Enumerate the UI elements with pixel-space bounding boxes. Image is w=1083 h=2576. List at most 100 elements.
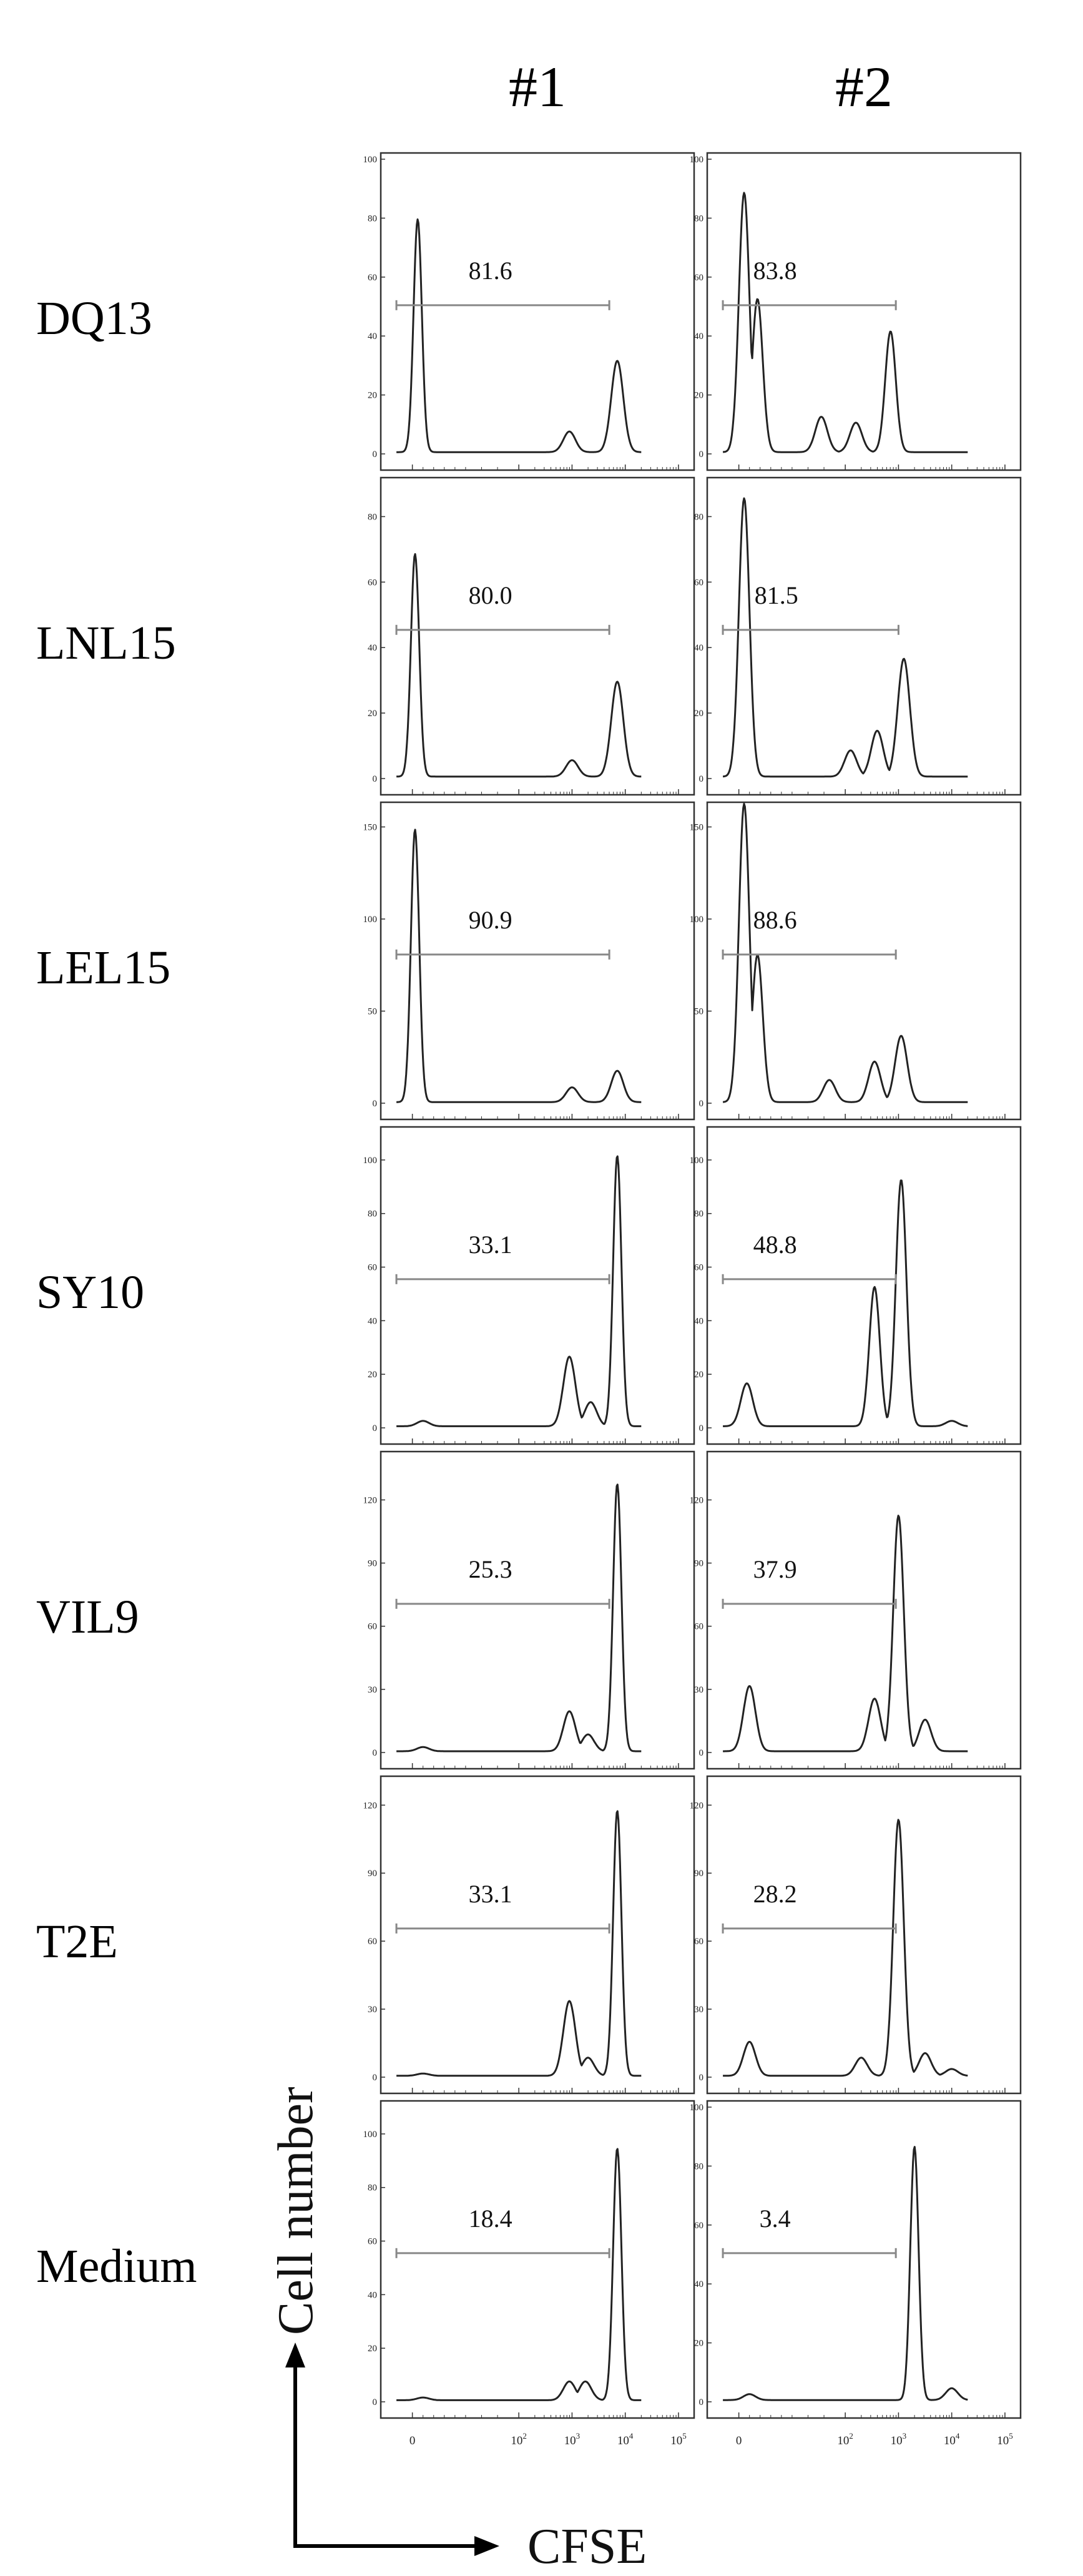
panel-dq13-col1-ytick-label: 60 xyxy=(368,273,377,283)
panel-dq13-col1-histogram-line xyxy=(396,218,642,453)
row-labels: DQ13 LNL15 LEL15 SY10 VIL9 T2E Medium xyxy=(36,292,197,2293)
panel-lel15-col1-gate xyxy=(395,949,610,960)
panel-lnl15-col1-gate-percent: 80.0 xyxy=(469,581,512,609)
panel-lnl15-col1-frame xyxy=(380,476,695,796)
panel-medium-col2-ytick-label: 100 xyxy=(690,2103,704,2113)
panel-lnl15-col1-ytick-label: 40 xyxy=(368,643,377,653)
x-axis-arrow-head xyxy=(474,2536,499,2556)
panel-vil9-col1-gate xyxy=(395,1598,610,1609)
panel-medium-col1-gate xyxy=(395,2248,610,2258)
panel-dq13-col1: 0 20 40 60 80 100 81.6 xyxy=(363,152,695,471)
panel-sy10-col2-ytick-label: 0 xyxy=(699,1423,704,1433)
column-titles: #1 #2 xyxy=(509,55,893,119)
panel-medium-col1-ytick-label: 60 xyxy=(368,2237,377,2247)
row-label-lel15: LEL15 xyxy=(36,941,170,994)
axis-arrows: Cell number CFSE xyxy=(268,2087,647,2574)
x-tick-labels: 0 102 103 104 105 0 102 103 104 105 xyxy=(409,2431,1013,2447)
panel-t2e-col2-ytick-label: 0 xyxy=(699,2073,704,2083)
panel-t2e-col1-frame xyxy=(380,1775,695,2095)
panel-dq13-col2-frame xyxy=(706,152,1022,471)
panel-sy10-col2-ytick-label: 100 xyxy=(690,1156,704,1166)
panel-sy10-col2: 0 20 40 60 80 100 48.8 xyxy=(690,1126,1022,1445)
panel-sy10-col2-ytick-label: 80 xyxy=(694,1209,703,1219)
panel-medium-col1-histogram-line xyxy=(396,2148,642,2401)
panel-dq13-col1-ytick-label: 20 xyxy=(368,391,377,401)
panel-t2e-col1-ytick-label: 30 xyxy=(368,2005,377,2015)
panel-t2e-col2-gate-percent: 28.2 xyxy=(753,1880,797,1908)
panel-vil9-col2-gate xyxy=(722,1598,897,1609)
row-label-dq13: DQ13 xyxy=(36,292,152,345)
panel-lel15-col1-ytick-label: 0 xyxy=(373,1099,378,1109)
panel-lnl15-col1-histogram-line xyxy=(396,553,642,778)
panel-medium-col1-ytick-label: 40 xyxy=(368,2290,377,2300)
panel-medium-col1: 0 20 40 60 80 100 18.4 xyxy=(363,2100,695,2419)
panel-dq13-col2-ytick-label: 40 xyxy=(694,332,703,342)
panel-lel15-col2-ytick-label: 0 xyxy=(699,1099,704,1109)
panel-lnl15-col1-ytick-label: 20 xyxy=(368,709,377,719)
panel-lel15-col1-gate-percent: 90.9 xyxy=(469,906,512,934)
panel-sy10-col1-ytick-label: 0 xyxy=(373,1423,378,1433)
y-axis-arrow-head xyxy=(285,2342,305,2367)
panel-lel15-col2-frame xyxy=(706,801,1022,1121)
panel-medium-col2-histogram-line xyxy=(722,2146,968,2401)
panel-t2e-col2-ytick-label: 120 xyxy=(690,1801,704,1811)
panel-medium-col2-gate xyxy=(722,2248,897,2258)
panel-lel15-col1: 0 50 100 150 90.9 xyxy=(363,801,695,1121)
panel-sy10-col2-gate-percent: 48.8 xyxy=(753,1231,797,1259)
panel-vil9-col2: 0 30 60 90 120 37.9 xyxy=(690,1450,1022,1770)
panel-t2e-col1-gate xyxy=(395,1923,610,1934)
panel-sy10-col2-frame xyxy=(706,1126,1022,1445)
panel-dq13-col1-frame xyxy=(380,152,695,471)
panel-lel15-col1-histogram-line xyxy=(396,828,642,1103)
panel-sy10-col2-ytick-label: 40 xyxy=(694,1316,703,1326)
panel-sy10-col1: 0 20 40 60 80 100 33.1 xyxy=(363,1126,695,1445)
panel-sy10-col1-ytick-label: 20 xyxy=(368,1370,377,1380)
panel-vil9-col2-ytick-label: 90 xyxy=(694,1559,703,1569)
panel-dq13-col2-ytick-label: 80 xyxy=(694,214,703,224)
panel-dq13-col2-histogram-line xyxy=(722,192,968,453)
panel-lnl15-col2-frame xyxy=(706,476,1022,796)
panel-lnl15-col1-ytick-label: 80 xyxy=(368,512,377,522)
panel-lnl15-col1: 0 20 40 60 80 80.0 xyxy=(368,476,695,796)
x-tick-label-col1: 103 xyxy=(564,2431,581,2447)
panel-dq13-col2-ytick-label: 0 xyxy=(699,450,704,460)
panel-t2e-col2-ytick-label: 90 xyxy=(694,1869,703,1879)
panel-sy10-col2-histogram-line xyxy=(722,1179,968,1427)
panel-medium-col2-ytick-label: 0 xyxy=(699,2397,704,2407)
panel-dq13-col2-ytick-label: 100 xyxy=(690,155,704,165)
panel-lel15-col2-ytick-label: 50 xyxy=(694,1007,703,1017)
panel-medium-col1-gate-percent: 18.4 xyxy=(469,2205,512,2233)
panel-dq13-col2-gate-percent: 83.8 xyxy=(753,257,797,285)
panel-lnl15-col2-ytick-label: 80 xyxy=(694,512,703,522)
panel-sy10-col1-gate xyxy=(395,1274,610,1284)
panel-vil9-col1-gate-percent: 25.3 xyxy=(469,1555,512,1583)
panel-t2e-col2-gate xyxy=(722,1923,897,1934)
panel-dq13-col2-ytick-label: 60 xyxy=(694,273,703,283)
x-tick-label-col2: 0 xyxy=(736,2434,742,2447)
panel-lel15-col2-histogram-line xyxy=(722,802,968,1103)
panel-dq13-col1-ytick-label: 100 xyxy=(363,155,378,165)
panel-vil9-col1-ytick-label: 120 xyxy=(363,1495,378,1505)
panel-dq13-col1-gate xyxy=(395,300,610,310)
panel-lnl15-col2-ytick-label: 0 xyxy=(699,774,704,784)
panel-lel15-col1-ytick-label: 50 xyxy=(368,1007,377,1017)
panel-sy10-col2-ytick-label: 20 xyxy=(694,1370,703,1380)
panel-vil9-col2-histogram-line xyxy=(722,1515,968,1753)
panel-vil9-col2-ytick-label: 60 xyxy=(694,1622,703,1632)
panel-dq13-col2: 0 20 40 60 80 100 83.8 xyxy=(690,152,1022,471)
panel-dq13-col1-gate-percent: 81.6 xyxy=(469,257,512,285)
panel-t2e-col2: 0 30 60 90 120 28.2 xyxy=(690,1775,1022,2095)
panel-vil9-col2-frame xyxy=(706,1450,1022,1770)
panel-lel15-col2: 0 50 100 150 88.6 xyxy=(690,801,1022,1121)
panel-lnl15-col1-ytick-label: 0 xyxy=(373,774,378,784)
panel-dq13-col1-ytick-label: 0 xyxy=(373,450,378,460)
panel-lel15-col1-frame xyxy=(380,801,695,1121)
panel-medium-col2-frame xyxy=(706,2100,1022,2419)
histogram-panels: 0 20 40 60 80 100 81.6 0 20 40 60 80 100 83.8 0 20 40 60 8… xyxy=(363,152,1022,2419)
x-tick-label-col2: 103 xyxy=(891,2431,907,2447)
panel-lnl15-col1-ytick-label: 60 xyxy=(368,578,377,587)
panel-t2e-col1-ytick-label: 60 xyxy=(368,1937,377,1947)
panel-lel15-col2-ytick-label: 150 xyxy=(690,823,704,833)
panel-lnl15-col2-histogram-line xyxy=(722,497,968,778)
panel-lnl15-col2-ytick-label: 60 xyxy=(694,578,703,587)
